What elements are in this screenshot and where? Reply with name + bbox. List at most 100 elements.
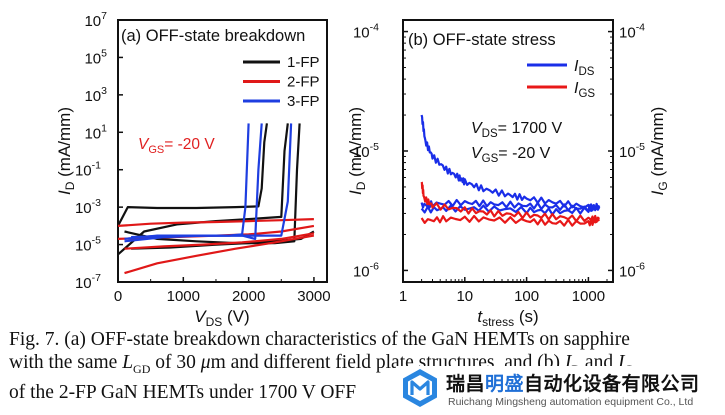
vgs-condition-symbol: V [471, 145, 483, 162]
y-tick-exponent-b: -4 [370, 22, 379, 34]
vgs-annotation-symbol: V [138, 136, 150, 153]
plot-b-y2label-symbol: I [648, 190, 667, 195]
company-name-pre: 瑞昌 [446, 373, 486, 395]
x-tick-label-a: 2000 [232, 288, 265, 305]
y2-tick-label-b: 10-5 [619, 141, 645, 161]
plot-b-xlabel-sub: stress [482, 315, 514, 329]
plot-b-ylabel-sub: D [354, 181, 368, 190]
y-tick-label-a: 10-1 [75, 160, 101, 180]
y-tick-exponent-a: 1 [101, 122, 107, 134]
x-tick-label-b: 100 [514, 288, 539, 305]
plot-a-xlabel-symbol: V [194, 307, 207, 326]
legend-sub-ds: DS [578, 66, 594, 78]
caption-l2-mid: of 30 [150, 352, 201, 373]
y-tick-label-a: 10-7 [75, 272, 101, 292]
y-tick-label-a: 10-3 [75, 197, 101, 217]
y-tick-exponent-a: -5 [92, 235, 101, 247]
legend-sub-gs: GS [578, 88, 595, 100]
caption-l2-sub: GD [133, 361, 151, 376]
vgs-condition: VGS= -20 V [471, 145, 551, 165]
y2-tick-label-b: 10-4 [619, 22, 645, 42]
plot-b-xlabel: tstress (s) [477, 307, 538, 329]
y-tick-label-a: 103 [84, 85, 107, 105]
panel-a-label: (a) OFF-state breakdown [121, 27, 305, 45]
plot-a-ylabel-symbol: I [55, 190, 74, 195]
curve-ds [420, 114, 601, 212]
curve-2-fp [117, 218, 314, 227]
legend-label-1-fp: 1-FP [287, 54, 320, 71]
y-tick-exponent-a: 7 [101, 10, 107, 22]
company-english-name: Ruichang Mingsheng automation equipment … [448, 396, 694, 408]
legend-label-gs: IGS [574, 80, 595, 100]
y-tick-label-a: 101 [84, 122, 107, 142]
plot-a-xlabel-sub: DS [206, 315, 223, 329]
x-tick-label-a: 3000 [297, 288, 330, 305]
plot-b-ylabel-unit: (mA/mm) [346, 107, 365, 182]
company-name-accent: 明盛 [485, 373, 525, 395]
curve-2-fp [124, 234, 315, 275]
caption-l2-i1: I [564, 352, 572, 373]
legend-label-2-fp: 2-FP [287, 74, 320, 91]
caption-l2-mu: μ [200, 352, 211, 373]
company-logo-icon [403, 369, 437, 407]
vds-condition-symbol: V [471, 120, 483, 137]
plot-b-y2label-sub: G [656, 181, 670, 190]
watermark: 瑞昌明盛自动化设备有限公司 Ruichang Mingsheng automat… [396, 366, 725, 415]
plot-b-xlabel-unit: (s) [514, 307, 539, 326]
y-tick-exponent-b: -6 [370, 260, 379, 272]
plot-b-xlabel-symbol: t [477, 307, 483, 326]
y2-tick-exponent-b: -6 [636, 260, 645, 272]
caption-line-3: of the 2-FP GaN HEMTs under 1700 V OFF [9, 381, 357, 403]
figure: 0 1000 2000 3000 107 105 103 101 10-1 10-3 10-5 10-… [55, 10, 670, 329]
panel-a: 0 1000 2000 3000 107 105 103 101 10-1 10-3 10-5 10-… [55, 10, 331, 329]
x-tick-label-a: 0 [114, 288, 122, 305]
x-tick-label-b: 1000 [572, 288, 605, 305]
y-tick-exponent-a: 3 [101, 85, 107, 97]
curve-1-fp [117, 123, 268, 227]
curve-gs [420, 214, 601, 227]
plot-a-xlabel-unit: (V) [222, 307, 249, 326]
x-tick-label-a: 1000 [167, 288, 200, 305]
y-tick-exponent-a: -3 [92, 197, 101, 209]
caption-l2-pre: with the same [9, 352, 123, 373]
y-tick-exponent-b: -5 [370, 141, 379, 153]
vds-condition-sub: DS [482, 128, 498, 140]
curve-1-fp [117, 123, 289, 256]
curve-3-fp [131, 123, 293, 239]
y-tick-exponent-a: -1 [92, 160, 101, 172]
vds-condition: VDS= 1700 V [471, 120, 562, 140]
caption-l2-sym: L [122, 352, 134, 373]
caption-line-1: Fig. 7. (a) OFF-state breakdown characte… [9, 329, 630, 350]
y-tick-label-a: 107 [84, 10, 107, 30]
plot-b-curves [420, 114, 601, 227]
plot-b-y2label: IG (mA/mm) [648, 107, 670, 196]
vgs-annotation-value: = -20 V [164, 136, 215, 153]
y2-tick-exponent-b: -5 [636, 141, 645, 153]
vgs-annotation-sub: GS [148, 144, 164, 156]
plot-a-ylabel: ID (mA/mm) [55, 107, 77, 195]
panel-b-label: (b) OFF-state stress [408, 31, 556, 49]
vgs-condition-value: = -20 V [498, 145, 550, 162]
x-tick-label-b: 1 [399, 288, 407, 305]
curve-ds [420, 198, 601, 213]
y-tick-label-b: 10-4 [353, 22, 379, 42]
vds-condition-value: = 1700 V [498, 120, 563, 137]
y-tick-label-a: 10-5 [75, 235, 101, 255]
legend-label-ds: IDS [574, 58, 595, 78]
company-name-post: 自动化设备有限公司 [524, 373, 700, 395]
plot-b-ylabel-symbol: I [346, 190, 365, 195]
y2-tick-exponent-b: -4 [636, 22, 645, 34]
y-tick-label-b: 10-6 [353, 260, 379, 280]
plot-a-xlabel: VDS (V) [194, 307, 249, 329]
plot-a-ylabel-sub: D [63, 181, 77, 190]
vgs-condition-sub: GS [482, 153, 499, 165]
plot-b-ylabel: ID (mA/mm) [346, 107, 368, 195]
y-tick-label-a: 105 [84, 47, 107, 67]
company-name: 瑞昌明盛自动化设备有限公司 [446, 369, 700, 396]
plot-a-legend: 1-FP 2-FP 3-FP [243, 54, 320, 110]
legend-label-3-fp: 3-FP [287, 93, 320, 110]
plot-a-frame [117, 19, 328, 283]
